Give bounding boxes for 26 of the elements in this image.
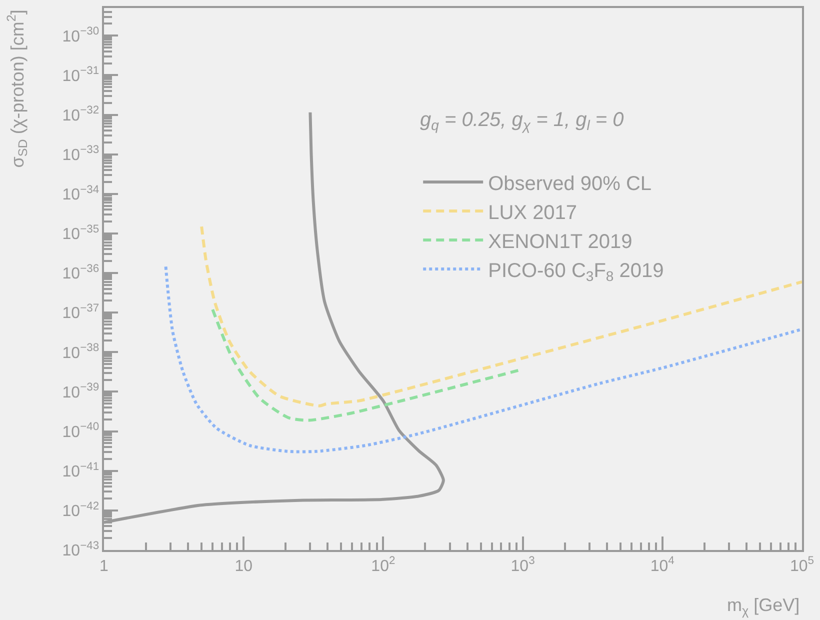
y-tick-label: 10$^{−34}$ — [62, 184, 100, 204]
y-tick-label: 10$^{−37}$ — [62, 302, 100, 322]
y-tick-label: 10$^{−35}$ — [62, 223, 100, 244]
y-tick-label: 10$^{−39}$ — [62, 382, 100, 402]
x-tick-label: 10$^{4}$ — [650, 555, 674, 575]
y-tick-label: 10$^{−43}$ — [62, 540, 100, 560]
y-tick-label: 10$^{−36}$ — [62, 262, 100, 283]
x-tick-label: 10 — [234, 558, 253, 575]
y-tick-label: 10$^{−31}$ — [62, 65, 100, 85]
x-axis-title: m$_{χ}$ [GeV] — [727, 595, 800, 618]
annotation: g$_{q}$ = 0.25, g$_{χ}$ = 1, g$_{l}$ = 0 — [420, 109, 624, 134]
y-tick-label: 10$^{−40}$ — [62, 421, 100, 441]
legend-label: Observed 90% CL — [488, 172, 652, 195]
legend-label: PICO-60 C$_{3}$F$_{8}$ 2019 — [488, 260, 664, 284]
y-tick-label: 10$^{−32}$ — [62, 104, 100, 124]
legend-label: LUX 2017 — [488, 202, 578, 224]
y-tick-label: 10$^{−38}$ — [62, 342, 100, 362]
y-tick-label: 10$^{−30}$ — [62, 26, 100, 46]
x-tick-label: 10$^{5}$ — [790, 555, 814, 575]
y-tick-label: 10$^{−33}$ — [62, 144, 100, 164]
y-tick-label: 10$^{−42}$ — [62, 500, 100, 520]
y-tick-label: 10$^{−41}$ — [62, 460, 100, 480]
x-tick-label: 10$^{3}$ — [510, 555, 535, 575]
legend-label: XENON1T 2019 — [488, 230, 632, 253]
x-tick-label: 10$^{2}$ — [371, 555, 396, 575]
x-tick-label: 1 — [100, 558, 109, 575]
